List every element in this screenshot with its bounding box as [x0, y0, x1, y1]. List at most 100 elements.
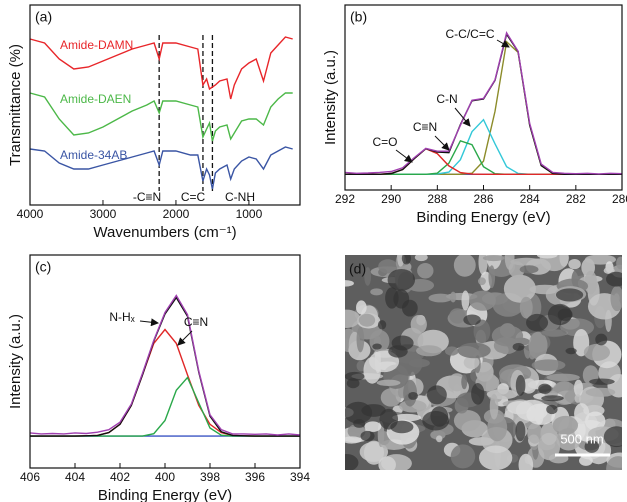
annotation: C-NH — [225, 190, 255, 204]
particle — [395, 351, 423, 377]
series-line — [29, 146, 293, 190]
series-line — [29, 294, 301, 436]
panel-label: (c) — [35, 259, 51, 275]
shadow — [377, 320, 387, 330]
shadow — [372, 343, 382, 350]
particle — [610, 285, 622, 312]
particle — [457, 342, 491, 359]
series-label: Amide-DAMN — [60, 38, 133, 52]
series-line — [30, 376, 300, 437]
series-line — [30, 296, 300, 437]
x-tick-label: 3000 — [90, 207, 117, 221]
particle — [417, 262, 434, 279]
y-axis-title: Transmittance (%) — [7, 44, 24, 166]
shadow — [360, 430, 375, 442]
particle — [444, 346, 459, 356]
annotation: C≡N — [184, 315, 208, 329]
particle — [527, 422, 543, 444]
series-line — [29, 92, 293, 142]
shadow — [379, 408, 399, 430]
particle — [461, 290, 470, 311]
shadow — [422, 410, 450, 431]
particle — [606, 456, 622, 470]
annotation: C-N — [436, 92, 457, 106]
particle — [356, 300, 367, 315]
particle — [616, 256, 622, 270]
particle — [450, 291, 457, 303]
shadow — [515, 374, 526, 396]
particle — [469, 290, 496, 311]
annotation: N-Hₓ — [109, 310, 134, 324]
shadow — [603, 426, 622, 448]
particle — [585, 411, 606, 431]
annotation: -C≡N — [133, 190, 161, 204]
annotation: C≡N — [413, 120, 437, 134]
particle — [536, 255, 558, 259]
annotation-arrow — [496, 39, 510, 48]
x-tick-label: 282 — [566, 192, 586, 206]
annotation-arrow — [395, 149, 413, 163]
shadow — [463, 314, 481, 326]
x-tick-label: 4000 — [17, 207, 44, 221]
panel-label: (d) — [349, 261, 366, 277]
particle — [531, 359, 566, 371]
x-tick-label: 290 — [381, 192, 401, 206]
x-tick-label: 396 — [245, 470, 265, 484]
particle — [583, 343, 611, 361]
particle — [345, 436, 362, 444]
particle — [378, 259, 398, 274]
y-axis-title: Intensity (a.u.) — [322, 50, 339, 145]
x-tick-label: 286 — [473, 192, 493, 206]
particle — [478, 277, 486, 286]
annotation-arrow — [454, 107, 471, 127]
shadow — [555, 288, 584, 302]
shadow — [546, 404, 558, 415]
particle — [463, 355, 480, 369]
series-line — [345, 40, 622, 175]
shadow — [387, 268, 416, 291]
annotation: C=C — [181, 190, 206, 204]
x-tick-label: 400 — [155, 470, 175, 484]
annotation-arrow — [177, 330, 193, 346]
x-tick-label: 398 — [200, 470, 220, 484]
x-axis-title: Binding Energy (eV) — [416, 209, 550, 226]
x-tick-label: 288 — [427, 192, 447, 206]
particle — [585, 387, 616, 397]
particle — [345, 280, 354, 287]
particle — [449, 308, 466, 324]
x-axis-title: Wavenumbers (cm⁻¹) — [93, 224, 236, 241]
particle — [453, 255, 476, 277]
particle — [529, 350, 536, 360]
panel-label: (b) — [350, 9, 367, 25]
y-axis-title: Intensity (a.u.) — [7, 314, 24, 409]
shadow — [541, 395, 564, 402]
particle — [573, 379, 584, 397]
particle — [376, 379, 401, 386]
shadow — [353, 419, 366, 428]
shadow — [426, 385, 447, 405]
particle — [356, 326, 365, 353]
particle — [370, 288, 383, 296]
series-line — [344, 31, 623, 175]
shadow — [512, 342, 525, 351]
x-axis-title: Binding Energy (eV) — [98, 487, 232, 502]
x-tick-label: 406 — [20, 470, 40, 484]
particle — [416, 345, 442, 357]
x-tick-label: 284 — [520, 192, 540, 206]
shadow — [393, 289, 410, 309]
particle — [579, 455, 593, 466]
x-tick-label: 1000 — [236, 207, 263, 221]
particle — [453, 410, 481, 432]
particle — [552, 415, 579, 435]
series-line — [345, 32, 622, 175]
shadow — [408, 392, 419, 400]
x-tick-label: 402 — [110, 470, 130, 484]
x-tick-label: 2000 — [163, 207, 190, 221]
particle — [603, 267, 615, 275]
particle — [436, 435, 443, 443]
annotation-arrow — [139, 318, 159, 327]
shadow — [361, 404, 386, 417]
particle — [584, 270, 598, 295]
shadow — [526, 313, 549, 332]
